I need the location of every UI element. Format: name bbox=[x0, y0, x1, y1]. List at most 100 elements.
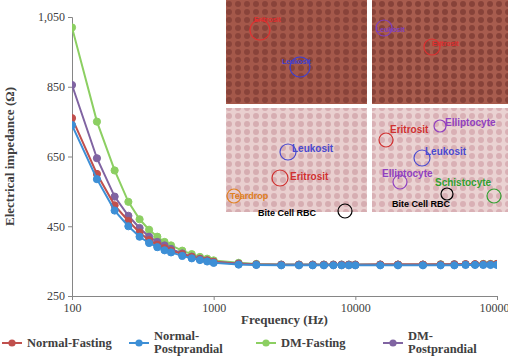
series-point bbox=[493, 261, 497, 268]
series-point bbox=[309, 262, 316, 269]
series-point bbox=[320, 261, 327, 268]
series-point bbox=[93, 118, 100, 125]
series-point bbox=[377, 261, 384, 268]
series-point bbox=[471, 261, 478, 268]
x-axis-title: Frequency (Hz) bbox=[241, 312, 328, 327]
series-point bbox=[196, 256, 203, 263]
series-point bbox=[437, 261, 444, 268]
series-point bbox=[338, 261, 345, 268]
series-point bbox=[136, 233, 143, 240]
tick-label: 100000 bbox=[480, 301, 508, 315]
legend-label: DM-Postprandial bbox=[408, 329, 477, 356]
series-point bbox=[394, 262, 401, 269]
series-point bbox=[462, 261, 469, 268]
series-point bbox=[179, 252, 186, 259]
axis-line bbox=[68, 18, 73, 297]
legend-label: Normal-Fasting bbox=[27, 336, 112, 350]
series-point bbox=[278, 261, 285, 268]
series-point bbox=[330, 261, 337, 268]
series-point bbox=[493, 261, 497, 268]
series-point bbox=[136, 216, 143, 223]
series-point bbox=[295, 262, 302, 269]
series-point bbox=[278, 262, 285, 269]
chart: 1001000100001000002504506508501,050Frequ… bbox=[0, 0, 508, 359]
series-point bbox=[451, 262, 458, 269]
series-point bbox=[451, 261, 458, 268]
series-point bbox=[352, 261, 359, 268]
series-point bbox=[253, 261, 260, 268]
tick-mark bbox=[68, 226, 72, 227]
series-point bbox=[72, 81, 76, 88]
series-point bbox=[210, 259, 217, 266]
tick-mark bbox=[214, 296, 215, 300]
tick: 650 bbox=[47, 150, 72, 164]
annotation: Eritrosit bbox=[290, 171, 329, 182]
series-point bbox=[295, 261, 302, 268]
tick: 450 bbox=[47, 220, 72, 234]
series-point bbox=[253, 261, 260, 268]
annotation: Eritrosit bbox=[254, 16, 282, 23]
tick-label: 10000 bbox=[341, 301, 371, 315]
series-point bbox=[480, 261, 487, 268]
series-point bbox=[462, 261, 469, 268]
micrograph bbox=[226, 0, 367, 104]
annotation: Teardrop bbox=[230, 191, 269, 201]
series-point bbox=[377, 261, 384, 268]
legend-label: DM-Fasting bbox=[281, 336, 346, 350]
series-point bbox=[111, 207, 118, 214]
tick-label: 100 bbox=[64, 301, 82, 315]
tick-mark bbox=[497, 296, 498, 300]
series-point bbox=[253, 261, 260, 268]
tick: 850 bbox=[47, 80, 72, 94]
series-point bbox=[437, 262, 444, 269]
series-point bbox=[154, 244, 161, 251]
tick-label: 1,050 bbox=[38, 10, 65, 24]
series-point bbox=[295, 261, 302, 268]
series-point bbox=[204, 258, 211, 265]
annotation: Elliptocyte bbox=[445, 117, 496, 128]
annotation-circle bbox=[250, 20, 270, 40]
annotation-circle bbox=[272, 170, 288, 186]
micrograph bbox=[226, 108, 367, 212]
tick: 100 bbox=[64, 296, 82, 315]
series-point bbox=[320, 261, 327, 268]
series-point bbox=[352, 262, 359, 269]
series-point bbox=[188, 255, 195, 262]
series-point bbox=[330, 262, 337, 269]
legend-item: DM-Fasting bbox=[256, 336, 346, 350]
tick: 250 bbox=[47, 289, 72, 303]
series-point bbox=[352, 261, 359, 268]
tick-mark bbox=[68, 157, 72, 158]
series-point bbox=[295, 261, 302, 268]
series-point bbox=[471, 261, 478, 268]
tick-label: 650 bbox=[47, 150, 65, 164]
series-point bbox=[471, 261, 478, 268]
annotation: Leukosit bbox=[282, 58, 311, 65]
annotation: Schistocyte bbox=[435, 177, 492, 188]
series-point bbox=[309, 261, 316, 268]
tick: 100000 bbox=[480, 296, 508, 315]
tick-mark bbox=[355, 296, 356, 300]
tick-label: 850 bbox=[47, 80, 65, 94]
legend-marker bbox=[389, 339, 396, 346]
series-point bbox=[338, 261, 345, 268]
annotation-circle bbox=[338, 204, 352, 218]
annotation: Leukosit bbox=[376, 26, 405, 33]
series-point bbox=[278, 261, 285, 268]
series-point bbox=[338, 261, 345, 268]
tick: 1,050 bbox=[38, 10, 72, 24]
legend-label: Normal-Postprandial bbox=[154, 329, 223, 356]
series-point bbox=[377, 262, 384, 269]
legend-marker bbox=[8, 339, 15, 346]
legend: Normal-Fasting Normal-Postprandial DM-Fast… bbox=[2, 329, 477, 356]
annotation: Leukosit bbox=[292, 143, 334, 154]
annotation-circle bbox=[487, 189, 501, 203]
y-axis: 250 450 650 850 1,050 bbox=[38, 10, 73, 303]
micrograph bbox=[372, 0, 508, 104]
series-point bbox=[419, 261, 426, 268]
annotation: Leukosit bbox=[425, 146, 467, 157]
series-point bbox=[377, 261, 384, 268]
annotation: Bite Cell RBC bbox=[392, 199, 451, 209]
annotation: Elliptocyte bbox=[382, 168, 433, 179]
series-point bbox=[320, 262, 327, 269]
